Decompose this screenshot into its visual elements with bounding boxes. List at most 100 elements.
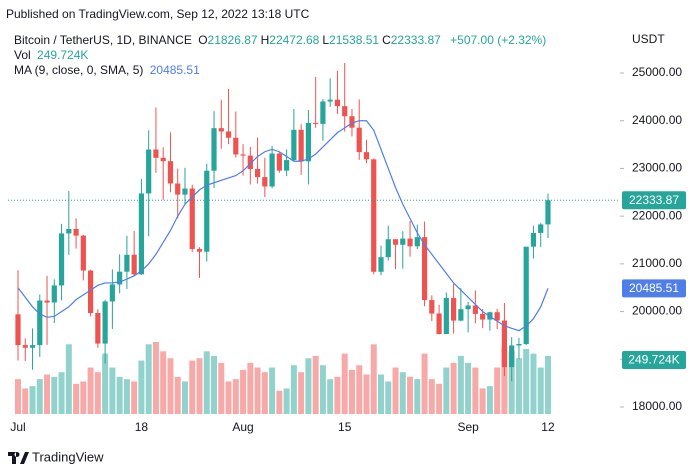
- ohlc-letter: O: [198, 33, 208, 47]
- candle-body: [392, 239, 399, 245]
- candle-body: [233, 137, 239, 155]
- volume-bar: [312, 355, 319, 414]
- volume-bar: [378, 374, 384, 414]
- vol-name: Vol: [14, 48, 31, 62]
- volume-bar: [94, 372, 101, 414]
- volume-bar: [269, 367, 276, 414]
- candle-body: [262, 177, 268, 187]
- volume-bar: [240, 369, 247, 414]
- volume-bar: [203, 351, 210, 414]
- volume-bar: [218, 362, 225, 414]
- volume-bar: [181, 381, 188, 414]
- candle-body: [421, 237, 428, 301]
- volume-bar: [465, 362, 472, 414]
- x-tick-label: Sep: [457, 420, 479, 434]
- price-label: 20485.51: [629, 281, 679, 295]
- price-label-box: [622, 350, 686, 369]
- ohlc-value: 22472.68: [269, 33, 320, 47]
- ohlc-value: 21826.87: [207, 33, 258, 47]
- candle-body: [131, 254, 137, 275]
- candle-body: [400, 238, 406, 245]
- candle-body: [429, 300, 435, 314]
- candle-body: [167, 161, 174, 184]
- candle-body: [378, 257, 384, 272]
- candle-body: [284, 160, 290, 171]
- y-tick-label: 20000.00: [632, 304, 682, 318]
- candle-body: [509, 345, 515, 368]
- candle-body: [15, 314, 21, 346]
- volume-bar: [15, 379, 21, 414]
- volume-bar: [254, 367, 261, 414]
- candle-body: [458, 309, 464, 321]
- candle-body: [196, 249, 203, 252]
- candle-body: [538, 224, 544, 233]
- brand: TradingView: [32, 449, 104, 464]
- vol-value: 249.724K: [37, 48, 89, 62]
- volume-bar: [44, 374, 51, 414]
- candle-body: [138, 193, 145, 275]
- candle-body: [363, 152, 370, 160]
- volume-bar: [58, 372, 65, 414]
- volume-bar: [392, 367, 399, 414]
- candle-body: [385, 239, 391, 258]
- volume-bar: [123, 379, 130, 414]
- axis-title: USDT: [632, 32, 665, 46]
- volume-bar: [131, 381, 138, 414]
- candle-body: [523, 246, 529, 345]
- ohlc: O21826.87 H22472.68 L21538.51 C22333.87: [198, 33, 444, 47]
- candle-body: [414, 237, 420, 247]
- y-tick-label: 22000.00: [632, 208, 682, 222]
- volume-bar: [327, 379, 334, 414]
- candle-body: [327, 99, 333, 102]
- volume-bar: [138, 360, 145, 414]
- volume-bar: [472, 367, 479, 414]
- volume-bar: [167, 358, 174, 414]
- volume-bar: [530, 353, 537, 414]
- x-tick-label: Jul: [10, 420, 25, 434]
- volume-bar: [283, 388, 290, 414]
- candle-body: [298, 129, 304, 162]
- volume-bar: [160, 351, 167, 414]
- candle-body: [334, 99, 341, 107]
- price-label: 249.724K: [628, 353, 679, 367]
- price-label: 22333.87: [629, 193, 679, 207]
- x-tick-label: Aug: [232, 420, 253, 434]
- candle-body: [88, 270, 94, 314]
- volume-bar: [87, 367, 94, 414]
- volume-bar: [189, 360, 196, 414]
- candle-body: [218, 128, 224, 132]
- candle-body: [356, 127, 362, 153]
- candle-body: [117, 271, 123, 285]
- candle-body: [291, 129, 297, 161]
- volume-bar: [341, 353, 348, 414]
- volume-bar: [414, 379, 421, 414]
- volume-bar: [486, 386, 493, 414]
- candle-body: [254, 169, 261, 178]
- candle-body: [160, 157, 166, 162]
- volume-bar: [29, 386, 36, 414]
- candle-body: [225, 131, 232, 138]
- candle-body: [407, 238, 413, 247]
- candle-body: [22, 345, 28, 348]
- candle-body: [37, 300, 43, 346]
- candle-body: [320, 101, 326, 124]
- candle-body: [494, 312, 500, 321]
- volume-bar: [443, 367, 450, 414]
- volume-bar: [36, 379, 43, 414]
- volume-bar: [407, 376, 414, 414]
- volume-bar: [479, 388, 486, 414]
- candle-body: [146, 149, 152, 194]
- y-tick-label: 23000.00: [632, 161, 682, 175]
- candle-body: [276, 153, 282, 171]
- legend-vol: Vol 249.724K: [14, 48, 91, 62]
- volume-bar: [290, 365, 297, 414]
- ma-value: 20485.51: [149, 63, 200, 77]
- candle-body: [153, 149, 159, 158]
- candle-body: [80, 235, 86, 271]
- candle-body: [58, 233, 65, 286]
- x-tick-label: 18: [135, 420, 149, 434]
- published: Published on TradingView.com, Sep 12, 20…: [6, 7, 310, 21]
- volume-bar: [421, 353, 428, 414]
